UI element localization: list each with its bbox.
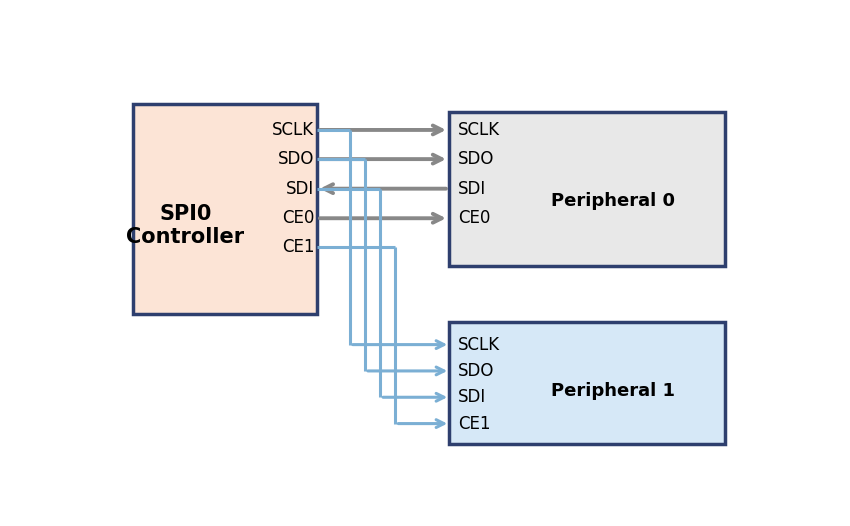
Text: Peripheral 1: Peripheral 1 — [552, 382, 676, 400]
Text: CE1: CE1 — [458, 414, 490, 432]
Text: SDI: SDI — [458, 388, 486, 406]
Text: CE1: CE1 — [282, 238, 314, 256]
Text: SDO: SDO — [278, 150, 314, 168]
Text: SDI: SDI — [458, 180, 486, 198]
Text: SDO: SDO — [458, 362, 495, 380]
Text: Peripheral 0: Peripheral 0 — [552, 192, 676, 210]
Text: SCLK: SCLK — [458, 336, 500, 353]
Text: CE0: CE0 — [458, 209, 490, 227]
FancyBboxPatch shape — [449, 112, 725, 266]
Text: SPI0
Controller: SPI0 Controller — [127, 204, 244, 247]
Text: SCLK: SCLK — [272, 121, 314, 139]
Text: SDI: SDI — [286, 180, 314, 198]
FancyBboxPatch shape — [449, 322, 725, 444]
Text: SDO: SDO — [458, 150, 495, 168]
Text: CE0: CE0 — [282, 209, 314, 227]
Text: SCLK: SCLK — [458, 121, 500, 139]
FancyBboxPatch shape — [133, 104, 317, 314]
